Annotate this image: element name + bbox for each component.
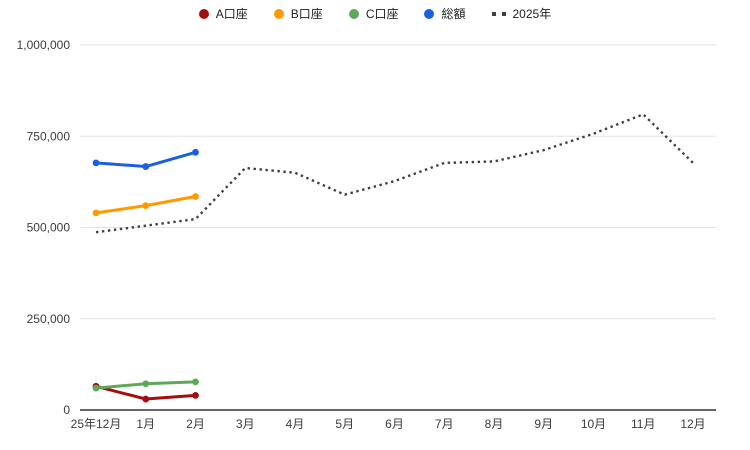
legend-item-a-account[interactable]: A口座 [198, 7, 248, 21]
x-axis-tick-label: 9月 [534, 417, 553, 431]
series-1-point-0[interactable] [92, 209, 100, 217]
legend-label-b-account: B口座 [290, 7, 323, 21]
y-axis-tick-label: 500,000 [27, 221, 71, 235]
legend-marker-b-account-icon [273, 9, 284, 19]
series-2-point-0[interactable] [92, 384, 100, 392]
legend-item-total[interactable]: 総額 [424, 7, 466, 21]
legend-item-b-account[interactable]: B口座 [273, 7, 323, 21]
chart-legend: A口座 B口座 C口座 総額 2025年 [0, 8, 750, 20]
x-axis-tick-label: 6月 [385, 417, 404, 431]
series-1-point-2[interactable] [192, 193, 199, 200]
legend-label-c-account: C口座 [365, 7, 399, 21]
y-axis-tick-label: 0 [63, 403, 70, 417]
series-2-point-2[interactable] [192, 378, 199, 386]
x-axis-tick-label: 3月 [236, 417, 255, 431]
series-3-point-2[interactable] [192, 148, 199, 156]
y-axis-tick-label: 250,000 [27, 312, 71, 326]
y-axis-tick-label: 1,000,000 [17, 38, 71, 52]
y-axis-tick-label: 750,000 [27, 129, 71, 143]
series-3-point-1[interactable] [142, 163, 150, 170]
legend-label-total: 総額 [441, 7, 466, 21]
x-axis-tick-label: 10月 [581, 417, 606, 431]
legend-label-a-account: A口座 [215, 7, 248, 21]
series-line-4[interactable] [95, 112, 694, 234]
x-axis-tick-label: 12月 [680, 417, 705, 431]
x-axis-tick-label: 5月 [335, 417, 354, 431]
x-axis-tick-label: 4月 [286, 417, 305, 431]
series-2-point-1[interactable] [142, 380, 150, 388]
x-axis-tick-label: 1月 [136, 417, 155, 431]
legend-item-c-account[interactable]: C口座 [348, 7, 399, 21]
series-0-point-1[interactable] [142, 395, 150, 403]
dotted-swatch-square [491, 12, 496, 16]
legend-marker-total-icon [424, 9, 435, 19]
x-axis-tick-label: 2月 [186, 417, 205, 431]
legend-item-2025[interactable]: 2025年 [491, 7, 552, 21]
legend-label-2025: 2025年 [512, 7, 552, 21]
legend-marker-a-account-icon [198, 9, 209, 19]
legend-marker-dotted-line-icon [491, 9, 506, 19]
legend-marker-c-account-icon [348, 9, 359, 19]
x-axis-tick-label: 11月 [631, 417, 655, 431]
x-axis-tick-label: 8月 [485, 417, 504, 431]
x-axis-tick-label: 25年12月 [71, 417, 122, 431]
series-3-point-0[interactable] [92, 159, 100, 167]
series-1-point-1[interactable] [142, 202, 150, 210]
series-0-point-2[interactable] [192, 392, 199, 399]
dotted-swatch-square [501, 12, 506, 16]
x-axis-tick-label: 7月 [435, 417, 454, 431]
